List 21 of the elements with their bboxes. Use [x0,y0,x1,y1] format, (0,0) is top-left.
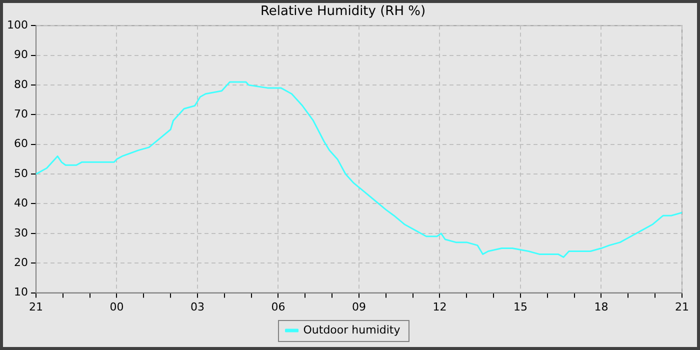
x-tick-label: 06 [271,300,286,314]
y-tick-label: 40 [14,196,28,210]
chart-title: Relative Humidity (RH %) [260,4,426,20]
x-tick-label: 21 [28,300,43,314]
y-tick-label: 90 [14,48,28,62]
x-tick-label: 03 [190,300,204,314]
y-tick-label: 20 [14,256,28,269]
y-tick-label: 80 [14,78,28,91]
y-tick-label: 50 [14,166,28,180]
x-tick-label: 00 [110,300,124,314]
y-tick-label: 100 [6,18,28,32]
y-tick-label: 30 [14,226,28,240]
x-tick-label: 12 [432,300,447,314]
x-tick-label: 09 [352,300,366,314]
x-tick-label: 15 [514,300,528,314]
x-tick-label: 18 [594,300,608,314]
legend-label: Outdoor humidity [303,323,401,336]
x-tick-label: 21 [675,300,689,314]
y-tick-label: 70 [14,108,28,121]
y-tick-label: 10 [14,286,28,299]
y-tick-label: 60 [14,137,28,150]
